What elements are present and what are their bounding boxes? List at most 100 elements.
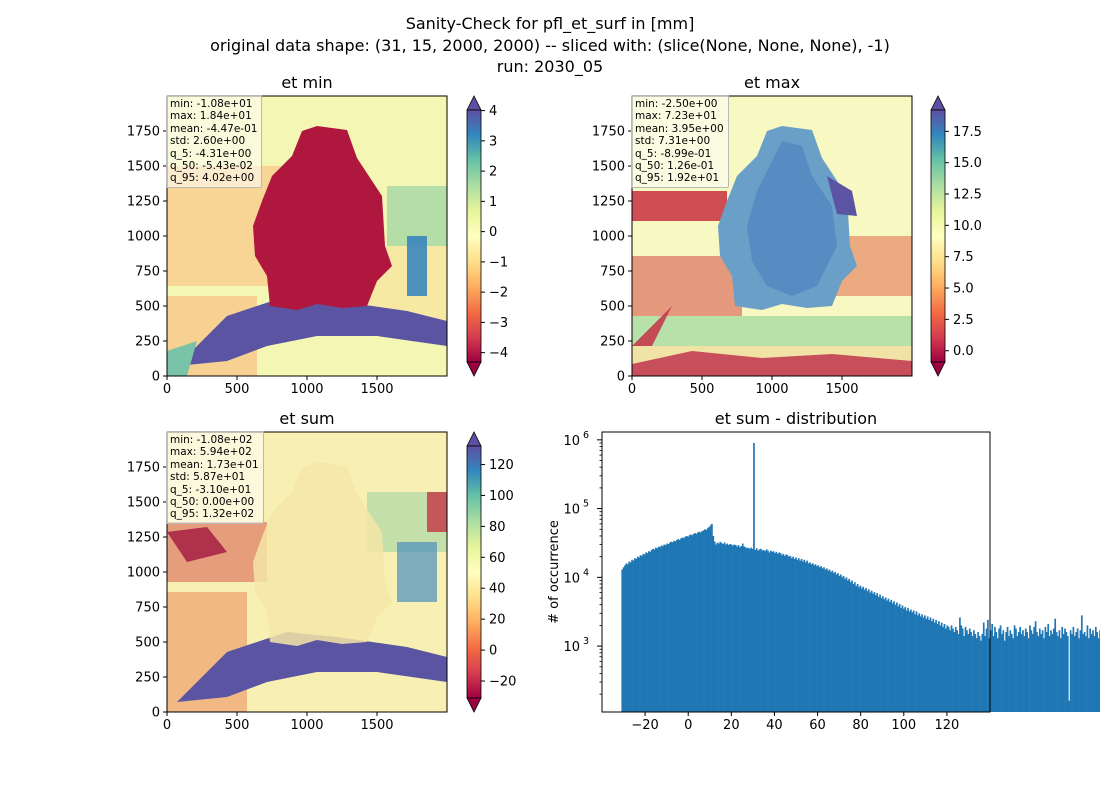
histogram-bar [1027, 638, 1030, 712]
histogram-bar [788, 556, 790, 712]
histogram-bar [732, 545, 734, 712]
histogram-bar [1094, 626, 1097, 712]
histogram-bar [908, 611, 911, 712]
histogram-bars [621, 442, 1100, 712]
histogram-bar [1003, 640, 1006, 712]
y-tick-label: 750 [600, 265, 625, 280]
histogram-bar [887, 598, 890, 712]
histogram-bar [982, 622, 985, 712]
colorbar-tick-label: 4 [489, 104, 497, 119]
x-tick-label: 1000 [290, 382, 323, 397]
y-tick-label: 1000 [127, 230, 160, 245]
histogram-bar [810, 564, 813, 712]
histogram-bar [765, 549, 768, 712]
histogram-bar [722, 544, 724, 712]
histogram-bar [1085, 636, 1087, 712]
histogram-bar [1069, 630, 1072, 712]
histogram-bar [898, 603, 901, 712]
histogram-bar [841, 577, 844, 712]
histogram-bar [1083, 632, 1086, 712]
histogram-bar [992, 636, 995, 712]
histogram-bar [940, 622, 943, 712]
y-tick-label: 250 [135, 671, 160, 686]
x-tick-label: 80 [852, 718, 869, 733]
histogram-bar [813, 565, 816, 712]
histogram-bar [758, 549, 761, 712]
histogram-bar [663, 544, 666, 712]
histogram-bar [1062, 633, 1065, 712]
histogram-bar [961, 628, 964, 712]
histogram-bar [778, 552, 781, 712]
histogram-bar [754, 549, 757, 712]
histogram-bar [627, 564, 629, 712]
stats-box-et-min: min: -1.08e+01 max: 1.84e+01 mean: -4.47… [166, 95, 263, 188]
histogram-bar [1022, 630, 1024, 712]
histogram-bar [978, 636, 981, 712]
histogram-bar [1087, 638, 1090, 712]
histogram-bar [684, 536, 687, 712]
axes-title: et sum - distribution [715, 409, 877, 428]
histogram-bar [746, 548, 748, 712]
histogram-bar [676, 539, 678, 712]
histogram-bar [832, 573, 835, 712]
histogram-bar [671, 542, 674, 712]
histogram-bar [818, 567, 821, 712]
colorbar-tick-label: 120 [489, 458, 514, 473]
histogram-bar [625, 563, 628, 712]
histogram-bar [764, 551, 767, 712]
histogram-bar [929, 617, 932, 712]
histogram-bar [774, 553, 776, 712]
histogram-bar [753, 442, 755, 712]
histogram-bar [893, 601, 895, 712]
histogram-bar [855, 585, 858, 712]
histogram-bar [694, 533, 696, 712]
histogram-bar [936, 623, 939, 712]
histogram-bar [639, 555, 642, 712]
histogram-bar [1031, 633, 1034, 712]
histogram-bar [1086, 625, 1089, 712]
histogram-bar [772, 551, 775, 712]
histogram-bar [922, 617, 925, 712]
colorbar-gradient [466, 445, 482, 699]
histogram-bar [905, 610, 908, 712]
colorbar-tick-label: 12.5 [953, 188, 982, 203]
histogram-bar [1075, 632, 1078, 712]
histogram-bar [830, 571, 832, 712]
histogram-bar [762, 549, 765, 712]
histogram-bar [932, 618, 935, 712]
histogram-bar [1047, 623, 1050, 712]
histogram-bar [1050, 630, 1052, 712]
histogram-bar [991, 623, 993, 712]
histogram-bar [697, 532, 699, 712]
colorbar-tick-label: 2 [489, 165, 497, 180]
histogram-bar [1076, 628, 1079, 712]
histogram-bar [911, 612, 914, 712]
colorbar-gradient [466, 109, 482, 363]
histogram-bar [809, 562, 811, 712]
histogram-bar [708, 526, 710, 712]
histogram-bar [635, 558, 638, 712]
histogram-bar [631, 559, 633, 712]
x-tick-label: −20 [631, 718, 658, 733]
y-tick-label: 1250 [127, 531, 160, 546]
histogram-bar [641, 555, 643, 712]
y-tick-label: 750 [135, 601, 160, 616]
histogram-bar [919, 616, 922, 712]
histogram-bar [971, 636, 974, 712]
colorbar-extend-max [466, 95, 482, 111]
histogram-bar [858, 587, 860, 712]
figure-title-line-2: original data shape: (31, 15, 2000, 2000… [210, 36, 890, 55]
histogram-bar [1008, 636, 1010, 712]
histogram-bar [938, 621, 940, 712]
histogram-bar [859, 585, 862, 712]
histogram-bar [701, 531, 703, 712]
histogram-bar [650, 549, 653, 712]
histogram-bar [963, 636, 965, 712]
histogram-bar [670, 541, 673, 712]
histogram-bar [713, 541, 716, 712]
histogram-bar [1019, 626, 1022, 712]
x-tick-label: 100 [891, 718, 916, 733]
histogram-bar [912, 610, 915, 712]
histogram-bar [690, 534, 692, 712]
histogram-bar [1002, 630, 1005, 712]
